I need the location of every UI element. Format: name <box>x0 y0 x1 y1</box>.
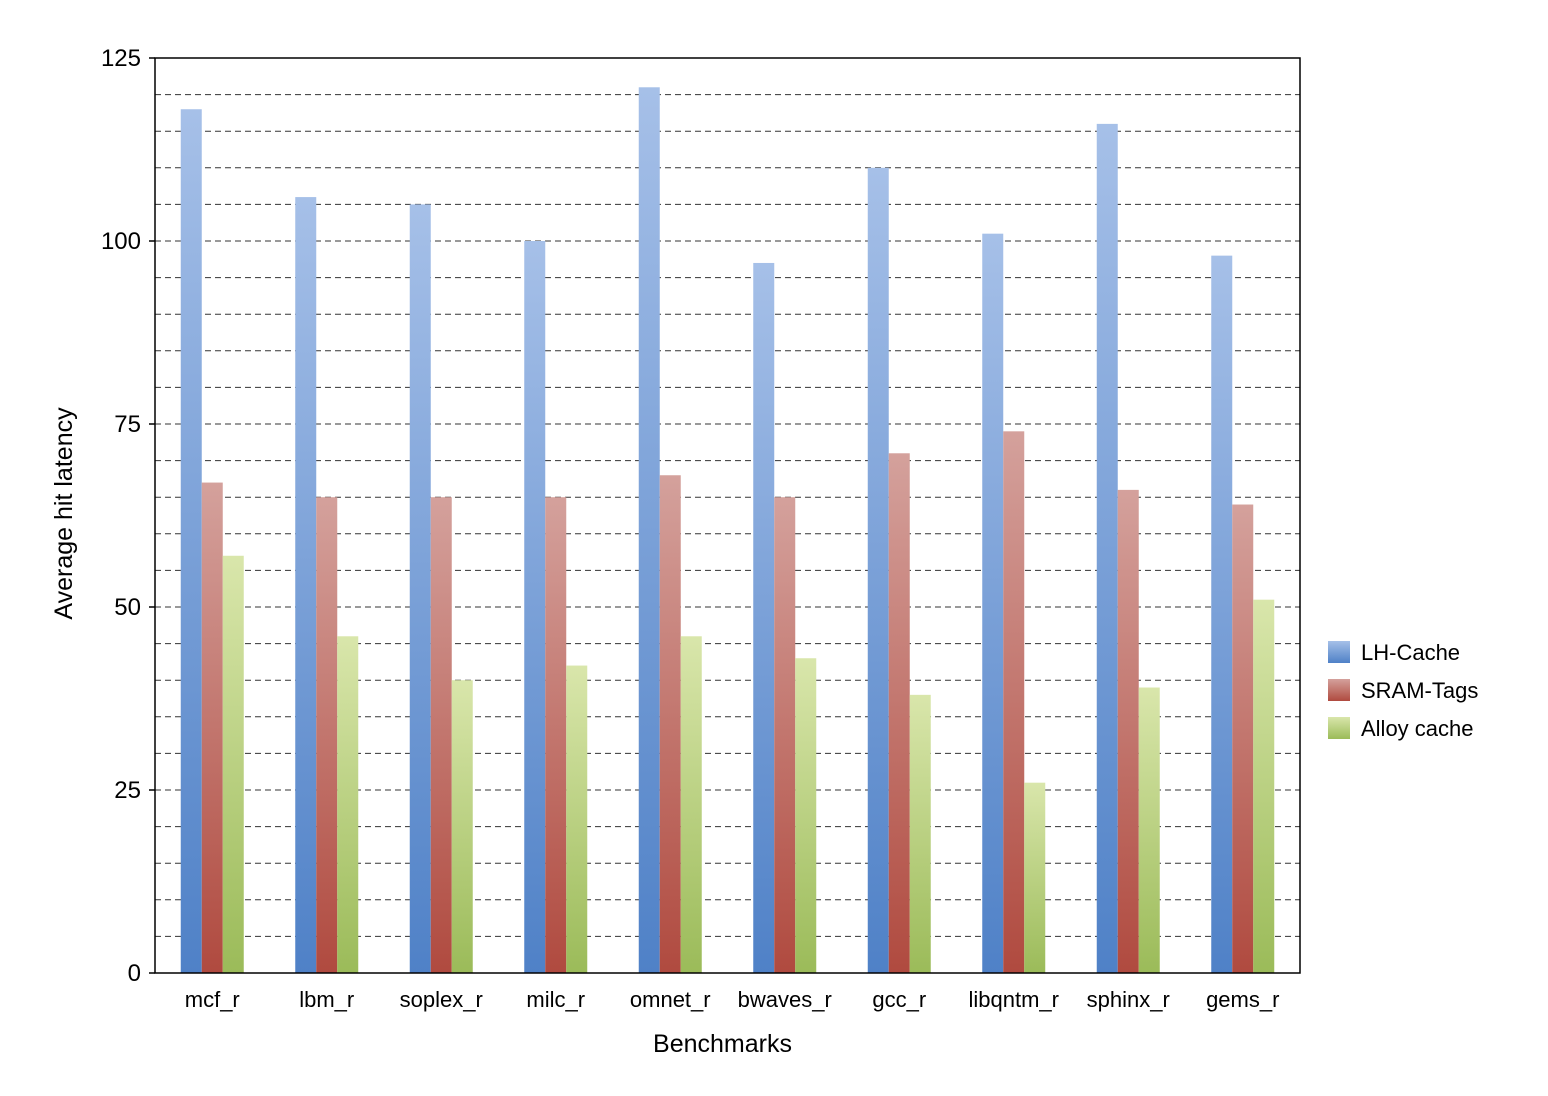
bar-lh-cache-sphinx_r <box>1096 123 1118 973</box>
bar-sram-tags-soplex_r <box>430 497 452 973</box>
bar-lh-cache-gems_r <box>1211 255 1233 973</box>
bar-sram-tags-bwaves_r <box>774 497 796 973</box>
bar-alloy-cache-gcc_r <box>909 694 931 973</box>
bar-lh-cache-bwaves_r <box>753 262 775 974</box>
bar-lh-cache-omnet_r <box>638 87 660 973</box>
bar-alloy-cache-soplex_r <box>451 680 473 973</box>
legend-label: Alloy cache <box>1361 716 1474 741</box>
x-tick-label: soplex_r <box>400 987 483 1012</box>
bar-sram-tags-omnet_r <box>659 475 681 973</box>
x-tick-label: omnet_r <box>630 987 711 1012</box>
bar-lh-cache-milc_r <box>524 241 546 973</box>
x-tick-label: gcc_r <box>872 987 926 1012</box>
x-axis-labels: mcf_r lbm_r soplex_r milc_r omnet_r bwaves_r g… <box>185 987 1280 1012</box>
legend-label: SRAM-Tags <box>1361 678 1478 703</box>
x-tick-label: lbm_r <box>299 987 354 1012</box>
bar-lh-cache-mcf_r <box>180 109 202 974</box>
bar-sram-tags-libqntm_r <box>1003 431 1025 973</box>
x-tick-label: libqntm_r <box>969 987 1059 1012</box>
bar-lh-cache-gcc_r <box>867 167 889 974</box>
y-tick-label: 25 <box>114 777 141 804</box>
y-tick-label: 100 <box>101 228 141 255</box>
y-tick-label: 0 <box>128 960 141 987</box>
plot-area-frame <box>154 57 1301 974</box>
y-tick-label: 125 <box>101 45 141 72</box>
legend-label: LH-Cache <box>1361 640 1460 665</box>
legend: LH-Cache SRAM-Tags Alloy cache <box>1328 640 1478 741</box>
bar-lh-cache-lbm_r <box>295 197 317 973</box>
y-axis-title: Average hit latency <box>50 407 78 620</box>
bars <box>180 87 1275 974</box>
x-tick-label: mcf_r <box>185 987 240 1012</box>
x-tick-label: milc_r <box>526 987 585 1012</box>
bar-sram-tags-mcf_r <box>201 482 223 973</box>
bar-alloy-cache-lbm_r <box>337 636 359 973</box>
bar-sram-tags-lbm_r <box>316 497 338 973</box>
y-axis-ticks: 0 25 50 75 100 125 <box>101 45 155 987</box>
bar-sram-tags-gcc_r <box>888 453 910 973</box>
x-tick-label: bwaves_r <box>738 987 832 1012</box>
x-tick-label: gems_r <box>1206 987 1279 1012</box>
bar-sram-tags-milc_r <box>545 497 567 973</box>
bar-alloy-cache-bwaves_r <box>795 658 817 973</box>
bar-sram-tags-gems_r <box>1232 504 1254 973</box>
bar-alloy-cache-libqntm_r <box>1024 782 1046 973</box>
bar-sram-tags-sphinx_r <box>1117 489 1139 973</box>
y-tick-label: 75 <box>114 411 141 438</box>
bar-alloy-cache-gems_r <box>1253 599 1275 973</box>
bar-alloy-cache-milc_r <box>566 665 588 973</box>
y-tick-label: 50 <box>114 594 141 621</box>
bar-alloy-cache-omnet_r <box>680 636 702 973</box>
bar-alloy-cache-mcf_r <box>222 555 244 973</box>
bar-lh-cache-soplex_r <box>409 204 431 973</box>
legend-swatch <box>1328 641 1350 663</box>
x-axis-title: Benchmarks <box>653 1030 792 1058</box>
legend-swatch <box>1328 717 1350 739</box>
bar-alloy-cache-sphinx_r <box>1138 687 1160 973</box>
legend-swatch <box>1328 679 1350 701</box>
x-tick-label: sphinx_r <box>1087 987 1170 1012</box>
bar-lh-cache-libqntm_r <box>982 233 1004 973</box>
